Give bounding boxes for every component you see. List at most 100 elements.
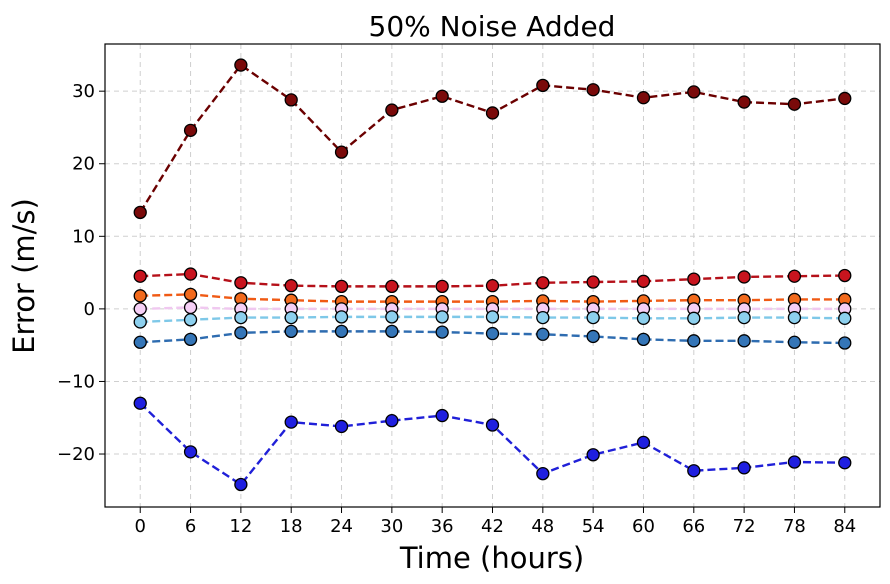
x-tick-label: 60 — [632, 516, 655, 537]
data-point — [687, 464, 701, 478]
data-point — [687, 334, 701, 348]
x-tick-label: 48 — [531, 516, 554, 537]
data-point — [334, 310, 349, 324]
data-point — [485, 326, 500, 341]
data-point — [385, 103, 399, 117]
data-point — [284, 93, 298, 107]
data-point — [334, 324, 349, 339]
data-point — [737, 461, 751, 475]
y-axis-label: Error (m/s) — [7, 198, 41, 354]
data-point — [284, 415, 298, 429]
data-point — [838, 268, 852, 283]
x-tick-label: 0 — [135, 516, 146, 537]
data-point — [586, 329, 600, 344]
x-tick-label: 36 — [431, 516, 454, 537]
data-point — [133, 302, 147, 316]
data-point — [334, 279, 349, 294]
y-tick-label: 10 — [72, 226, 95, 247]
y-tick-label: −20 — [57, 444, 95, 465]
data-point — [687, 311, 701, 325]
chart-title: 50% Noise Added — [369, 10, 616, 43]
series-5 — [133, 310, 852, 329]
data-point — [485, 310, 500, 324]
series-6 — [133, 324, 852, 350]
data-point — [536, 327, 550, 341]
data-point — [485, 106, 500, 120]
data-point — [133, 315, 147, 329]
data-point — [838, 91, 852, 106]
data-point — [636, 311, 651, 325]
data-point — [536, 78, 550, 93]
y-tick-label: −10 — [57, 371, 95, 392]
data-point — [586, 275, 600, 289]
data-point — [234, 276, 248, 290]
data-point — [737, 270, 751, 284]
data-point — [284, 324, 298, 339]
data-point — [787, 97, 802, 111]
data-point — [787, 310, 802, 325]
data-point — [636, 91, 651, 105]
x-tick-label: 66 — [682, 516, 705, 537]
data-point — [536, 466, 550, 481]
data-point — [234, 477, 248, 492]
y-axis-ticks: −20 −10 0 10 20 30 — [57, 81, 105, 465]
data-point — [435, 89, 449, 103]
data-point — [183, 300, 198, 315]
x-tick-label: 72 — [733, 516, 756, 537]
x-tick-label: 12 — [229, 516, 252, 537]
x-tick-label: 84 — [833, 516, 856, 537]
data-point — [234, 326, 248, 340]
data-point — [636, 332, 651, 347]
data-point — [385, 413, 399, 428]
data-point — [838, 456, 852, 470]
data-point — [284, 279, 298, 293]
x-tick-label: 18 — [280, 516, 303, 537]
series-group — [133, 58, 852, 492]
data-point — [234, 310, 248, 325]
data-point — [586, 310, 600, 325]
data-point — [183, 123, 198, 138]
data-point — [435, 325, 449, 339]
data-point — [737, 334, 751, 348]
data-point — [284, 310, 298, 325]
x-tick-label: 42 — [481, 516, 504, 537]
data-point — [485, 418, 500, 432]
data-point — [737, 310, 751, 325]
data-point — [334, 145, 349, 159]
x-tick-label: 54 — [582, 516, 605, 537]
data-point — [838, 336, 852, 350]
y-tick-label: 20 — [72, 154, 95, 175]
data-point — [133, 269, 147, 283]
data-point — [334, 419, 349, 434]
data-point — [183, 267, 198, 281]
data-point — [385, 324, 399, 339]
series-1 — [133, 58, 852, 220]
data-point — [133, 289, 147, 303]
series-7 — [133, 396, 852, 492]
data-point — [838, 311, 852, 325]
data-point — [687, 272, 701, 286]
data-point — [737, 95, 751, 109]
data-point — [435, 408, 449, 423]
data-point — [787, 455, 802, 469]
x-tick-label: 78 — [783, 516, 806, 537]
data-point — [133, 205, 147, 220]
y-tick-label: 30 — [72, 81, 95, 102]
x-tick-label: 6 — [185, 516, 196, 537]
data-point — [536, 276, 550, 290]
x-tick-label: 30 — [380, 516, 403, 537]
data-point — [536, 310, 550, 325]
y-tick-label: 0 — [84, 299, 95, 320]
data-point — [687, 85, 701, 99]
data-point — [183, 445, 198, 459]
data-point — [234, 58, 248, 72]
data-point — [435, 310, 449, 324]
series-2 — [133, 267, 852, 294]
data-point — [787, 335, 802, 349]
data-point — [183, 332, 198, 347]
data-point — [183, 313, 198, 327]
data-point — [133, 335, 147, 349]
data-point — [133, 396, 147, 410]
data-point — [636, 435, 651, 450]
